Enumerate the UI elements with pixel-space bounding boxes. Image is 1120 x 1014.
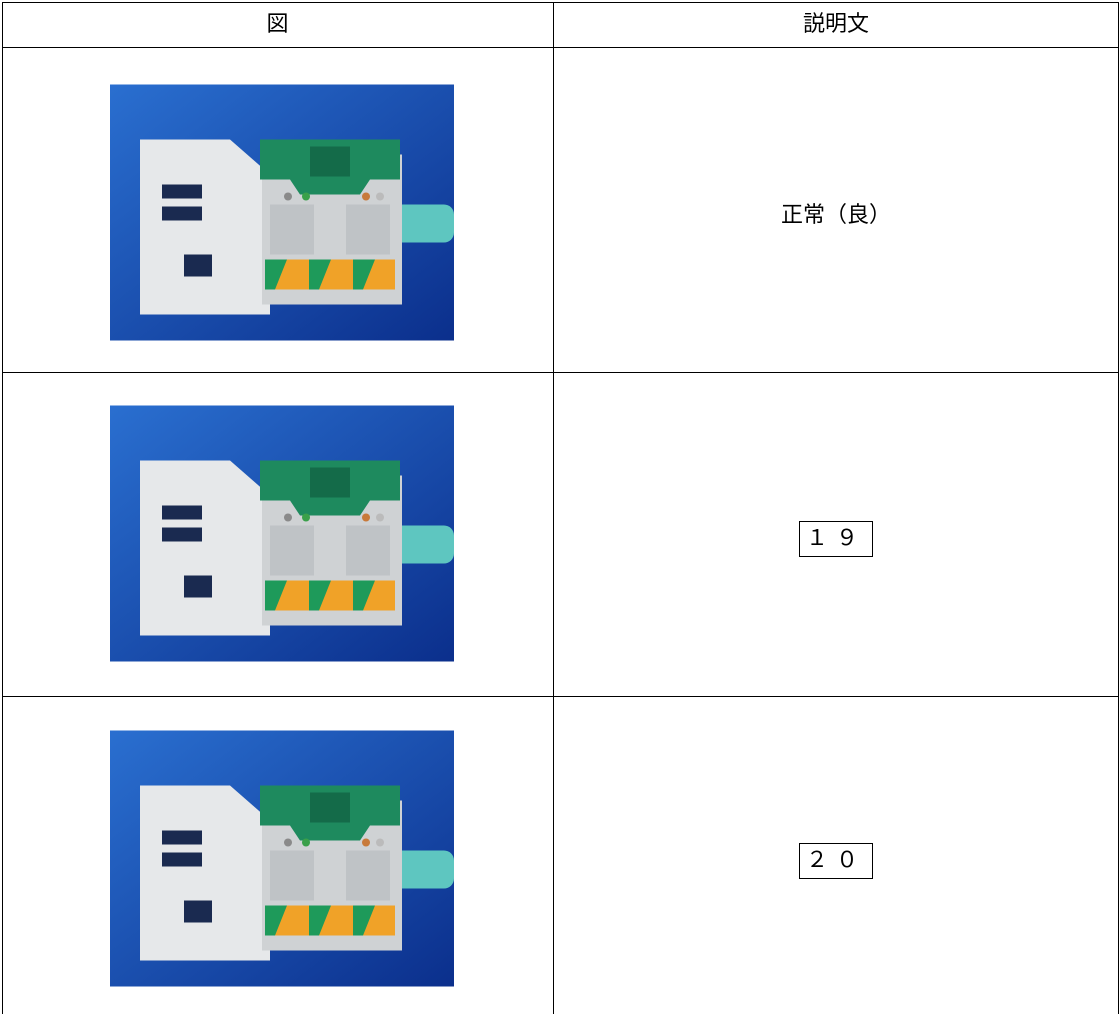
description-box: １９ — [554, 521, 1118, 557]
table-border — [2, 696, 1118, 697]
table-border — [2, 372, 1118, 373]
header-cell: 図 — [266, 12, 289, 37]
table-border — [2, 47, 1118, 48]
description: １９ — [798, 521, 873, 557]
header-cell: 説明文 — [802, 12, 869, 37]
table-border — [1118, 2, 1119, 1014]
table-border — [2, 2, 1118, 3]
table-border — [2, 2, 3, 1014]
description: ２０ — [798, 843, 873, 879]
description-box: ２０ — [554, 843, 1118, 879]
photo — [110, 730, 454, 987]
table-border — [553, 2, 554, 1014]
description: 正常（良） — [780, 203, 891, 228]
photo — [110, 84, 454, 341]
photo — [110, 405, 454, 662]
